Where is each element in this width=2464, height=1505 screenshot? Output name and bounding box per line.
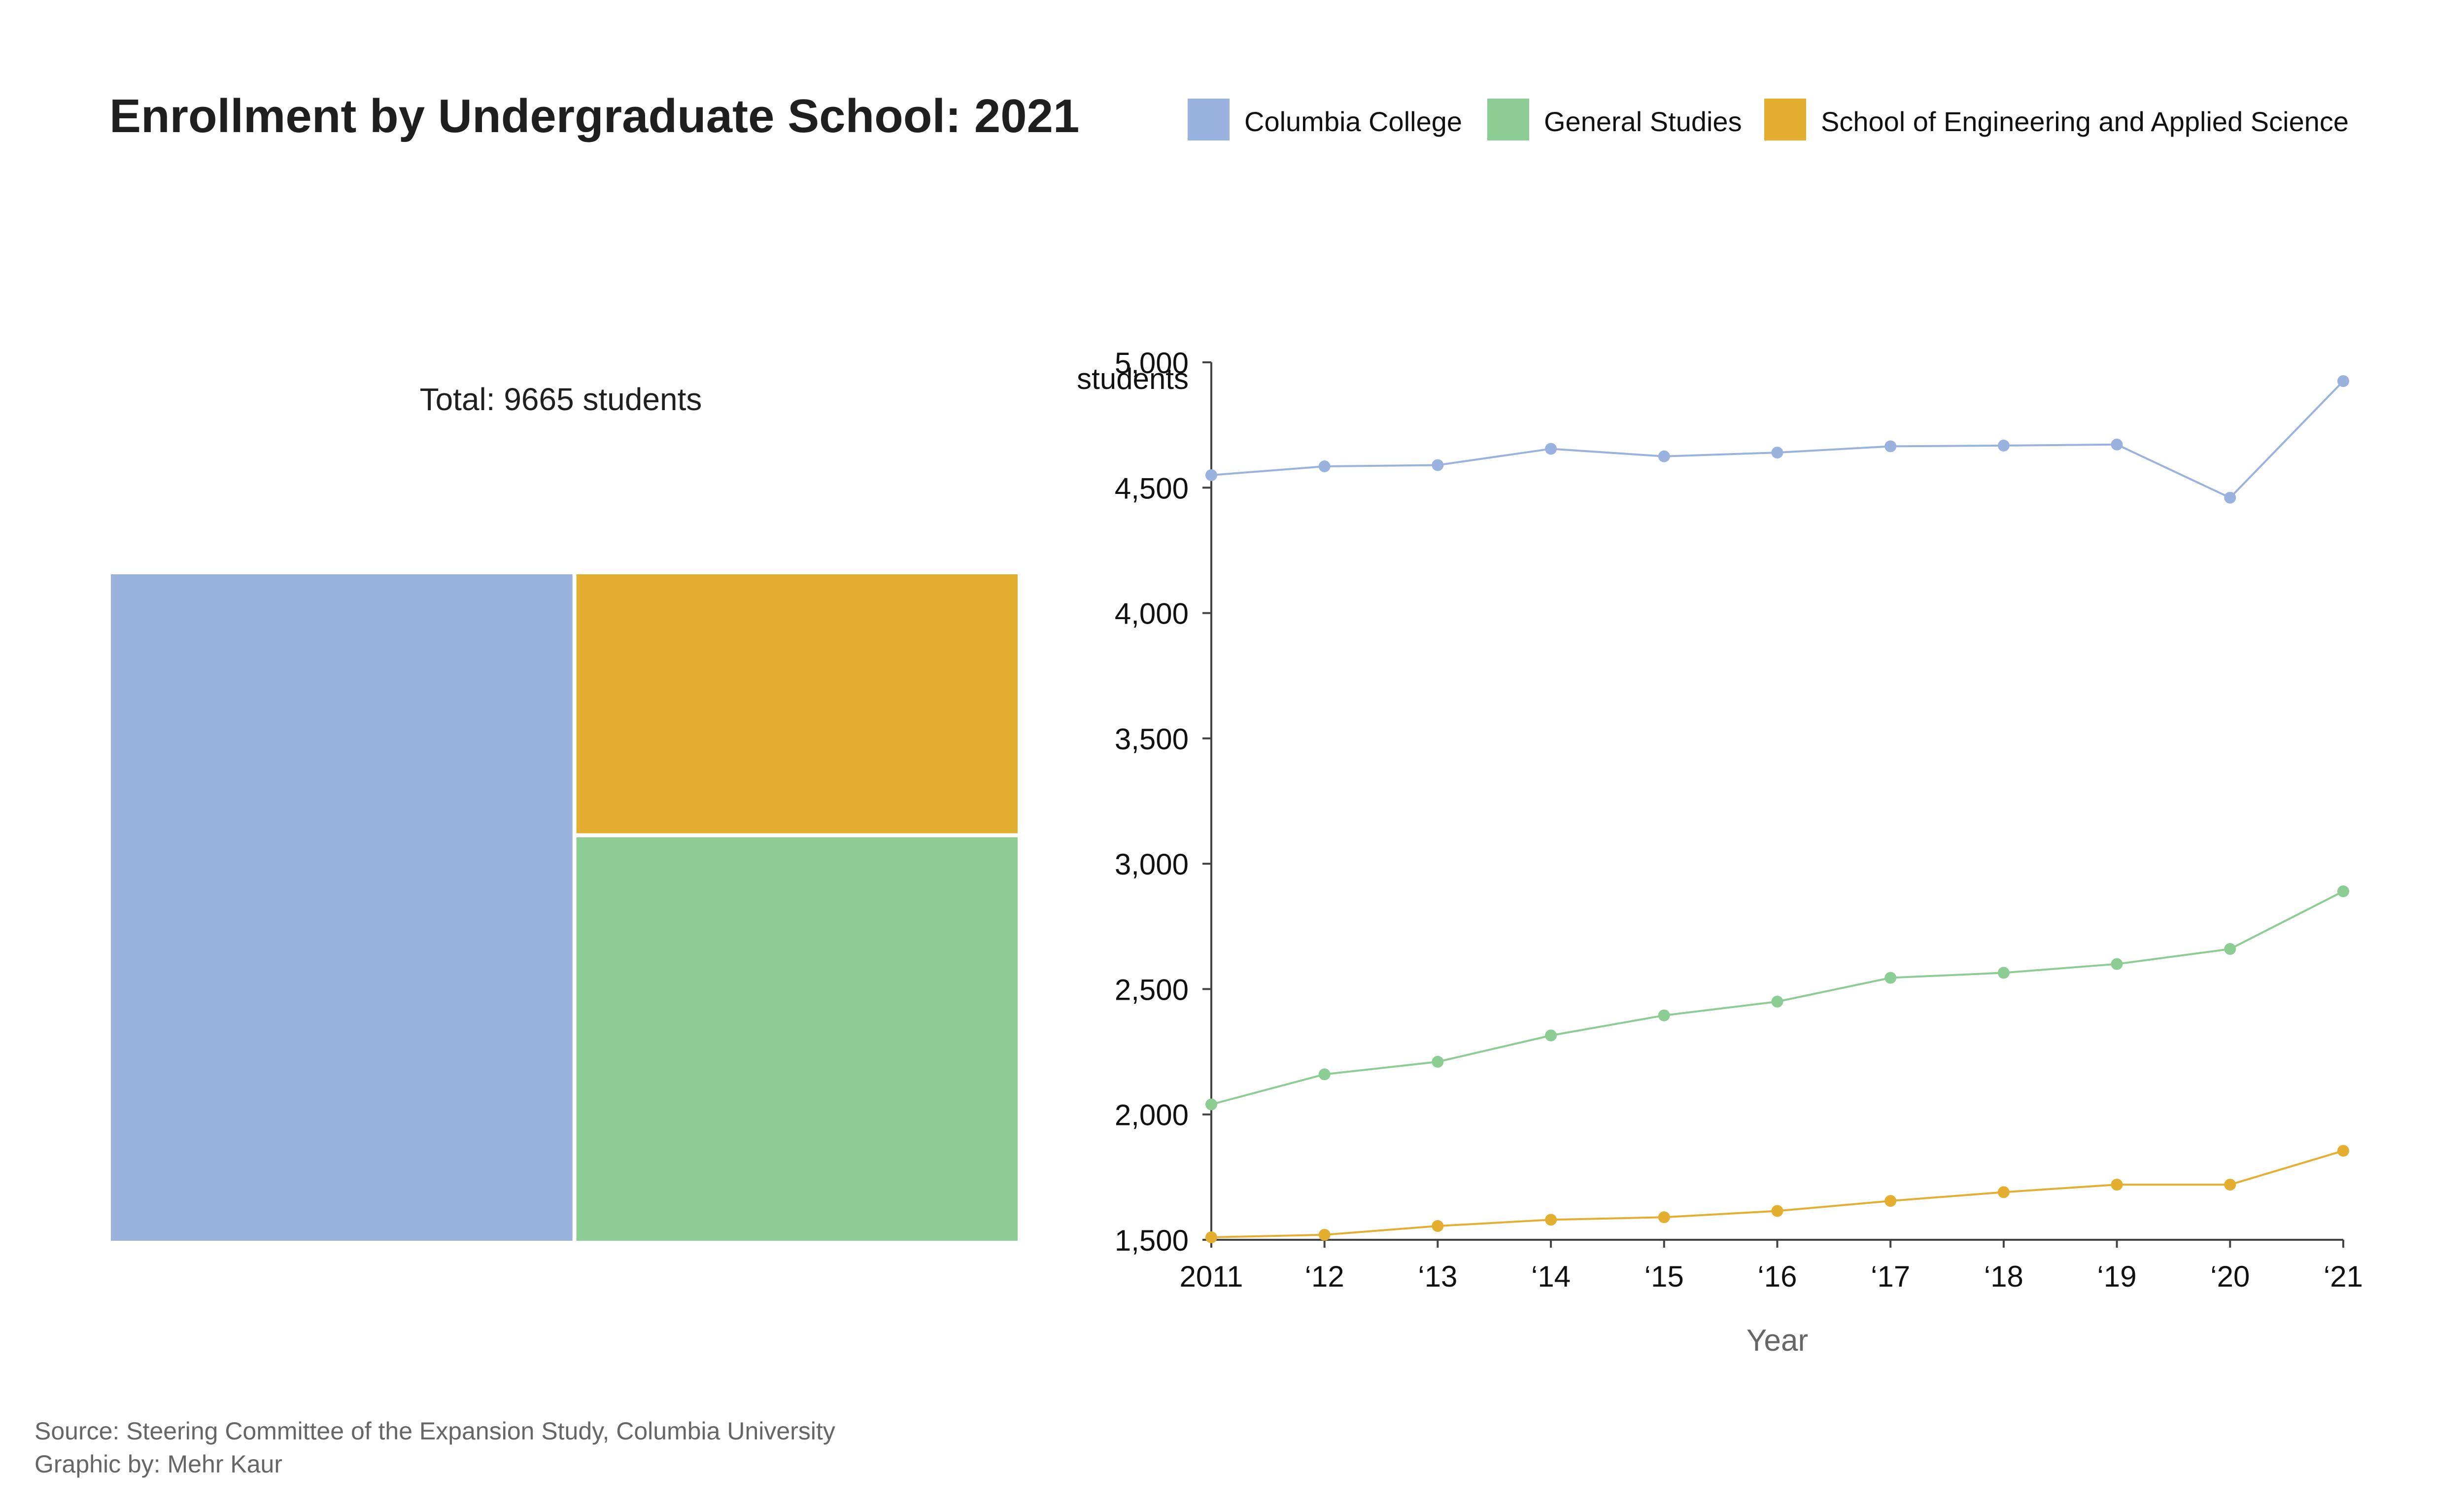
treemap-cell-columbia-college [111,574,573,1241]
legend: Columbia College General Studies School … [1188,99,2349,140]
data-point-columbia-college [1997,439,2010,452]
legend-swatch-general-studies [1487,99,1529,140]
data-point-general-studies [2111,958,2123,970]
data-point-general-studies [1997,967,2010,979]
data-point-columbia-college [1545,443,1557,455]
data-point-general-studies [1205,1098,1217,1111]
credit-note: Graphic by: Mehr Kaur [34,1450,282,1478]
data-point-columbia-college [2337,375,2349,387]
x-tick-label: ‘12 [1305,1260,1344,1293]
x-tick-label: ‘14 [1531,1260,1571,1293]
data-point-general-studies [1884,972,1897,984]
x-tick-label: ‘21 [2324,1260,2363,1293]
treemap [111,574,1018,1241]
data-point-school-of-engineering-and-applied-science [1771,1205,1783,1217]
x-tick-label: ‘13 [1418,1260,1457,1293]
y-tick-label: 3,500 [1115,723,1189,756]
treemap-cell-general-studies [576,837,1018,1241]
data-point-columbia-college [1318,460,1331,473]
treemap-total-label: Total: 9665 students [420,382,702,417]
legend-label-seas: School of Engineering and Applied Scienc… [1821,106,2349,137]
data-point-general-studies [1658,1009,1670,1021]
data-point-columbia-college [2224,491,2236,504]
x-tick-label: ‘20 [2210,1260,2250,1293]
x-tick-label: ‘15 [1644,1260,1684,1293]
data-point-general-studies [1318,1068,1331,1081]
data-point-school-of-engineering-and-applied-science [1545,1214,1557,1226]
series-line-columbia-college [1211,380,2344,499]
x-tick-label: ‘18 [1984,1260,2023,1293]
data-point-columbia-college [1658,450,1670,462]
x-tick-label: ‘16 [1757,1260,1797,1293]
data-point-general-studies [2224,943,2236,955]
data-point-columbia-college [1771,447,1783,459]
data-point-school-of-engineering-and-applied-science [2337,1145,2349,1157]
data-point-school-of-engineering-and-applied-science [1658,1211,1670,1224]
data-point-school-of-engineering-and-applied-science [1997,1186,2010,1198]
y-tick-label: 1,500 [1115,1224,1189,1257]
y-tick-label: 3,000 [1115,848,1189,881]
y-tick-label: 2,000 [1115,1099,1189,1132]
x-tick-label: ‘17 [1871,1260,1910,1293]
legend-swatch-seas [1764,99,1806,140]
data-point-school-of-engineering-and-applied-science [1884,1195,1897,1207]
y-tick-label: 2,500 [1115,973,1189,1006]
data-point-columbia-college [1884,440,1897,453]
data-point-columbia-college [1205,469,1217,481]
data-point-school-of-engineering-and-applied-science [1432,1220,1444,1232]
line-chart: 5,000 4,500 4,000 3,500 3,000 2,500 2,000 1,500… [1077,347,2363,1358]
source-note: Source: Steering Committee of the Expans… [34,1417,835,1445]
treemap-cell-school-of-engineering-and-applied-science [576,574,1018,834]
data-point-general-studies [2337,885,2349,898]
data-point-general-studies [1545,1029,1557,1042]
series-line-school-of-engineering-and-applied-science [1211,1150,2344,1238]
y-unit-label: students [1077,362,1189,395]
chart-title: Enrollment by Undergraduate School: 2021 [109,90,1079,142]
data-point-general-studies [1771,995,1783,1008]
data-point-columbia-college [2111,438,2123,451]
data-point-columbia-college [1432,459,1444,471]
y-tick-label: 4,500 [1115,472,1189,505]
y-tick-label: 4,000 [1115,597,1189,630]
legend-swatch-columbia-college [1188,99,1230,140]
data-point-general-studies [1432,1055,1444,1068]
legend-label-general-studies: General Studies [1544,106,1742,137]
y-tick-label: 5,000 [1115,347,1189,380]
x-axis-title: Year [1746,1324,1808,1358]
legend-label-columbia-college: Columbia College [1244,106,1462,137]
data-point-school-of-engineering-and-applied-science [1205,1231,1217,1243]
data-point-school-of-engineering-and-applied-science [2111,1179,2123,1191]
x-tick-label: ‘19 [2097,1260,2137,1293]
data-point-school-of-engineering-and-applied-science [1318,1228,1331,1241]
data-point-school-of-engineering-and-applied-science [2224,1179,2236,1191]
x-tick-label: 2011 [1179,1260,1243,1293]
